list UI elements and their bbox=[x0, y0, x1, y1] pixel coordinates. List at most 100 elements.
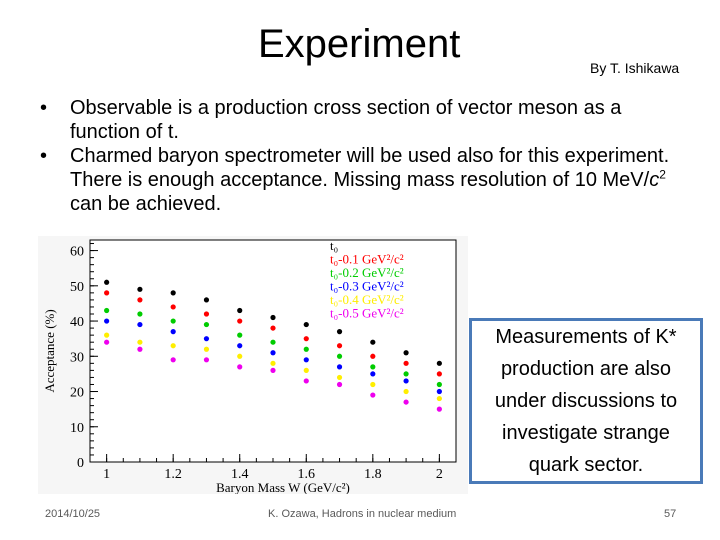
legend-entry: t₀-0.3 GeV²/c² bbox=[330, 279, 404, 294]
data-point bbox=[403, 378, 409, 384]
data-point bbox=[403, 388, 409, 395]
data-point bbox=[436, 360, 442, 366]
data-point bbox=[104, 307, 110, 314]
data-point bbox=[370, 364, 376, 370]
data-point bbox=[403, 350, 409, 356]
y-axis-label: Acceptance (%) bbox=[42, 309, 57, 392]
data-point bbox=[370, 381, 376, 388]
data-point bbox=[270, 350, 276, 356]
data-point bbox=[104, 332, 110, 338]
data-point bbox=[370, 353, 376, 359]
bullet-icon: • bbox=[40, 97, 48, 119]
data-point bbox=[270, 325, 276, 331]
x-tick-label: 1.6 bbox=[298, 467, 316, 482]
x-tick-label: 1.2 bbox=[164, 467, 182, 482]
data-point bbox=[436, 406, 442, 412]
bullet-item: • Charmed baryon spectrometer will be us… bbox=[38, 144, 688, 216]
data-point bbox=[104, 339, 110, 345]
author-byline: By T. Ishikawa bbox=[590, 60, 680, 76]
data-point bbox=[170, 304, 176, 310]
data-point bbox=[303, 346, 309, 352]
data-point bbox=[170, 357, 176, 363]
data-point bbox=[403, 360, 409, 366]
y-tick-label: 50 bbox=[70, 280, 84, 295]
data-point bbox=[303, 357, 309, 363]
data-point bbox=[403, 399, 409, 405]
footer-center: K. Ozawa, Hadrons in nuclear medium bbox=[268, 508, 457, 520]
y-tick-label: 40 bbox=[70, 315, 84, 330]
legend-entry: t₀-0.2 GeV²/c² bbox=[330, 265, 404, 280]
data-point bbox=[170, 290, 176, 296]
bullet-item: • Observable is a production cross secti… bbox=[38, 96, 688, 144]
data-point bbox=[203, 297, 210, 303]
data-point bbox=[336, 374, 343, 381]
data-point bbox=[436, 395, 442, 402]
data-point bbox=[336, 353, 343, 359]
footer-date: 2014/10/25 bbox=[45, 508, 101, 520]
legend-entry: t₀-0.5 GeV²/c² bbox=[330, 306, 404, 321]
data-point bbox=[104, 318, 110, 324]
data-point bbox=[203, 346, 210, 352]
data-point bbox=[137, 321, 143, 328]
data-point bbox=[203, 311, 210, 317]
data-point bbox=[237, 318, 243, 324]
x-axis-label: Baryon Mass W (GeV/c²) bbox=[216, 480, 350, 494]
x-tick-label: 2 bbox=[436, 467, 443, 482]
data-point bbox=[370, 339, 376, 345]
data-point bbox=[237, 307, 243, 314]
x-tick-label: 1.8 bbox=[364, 467, 382, 482]
bullet-text: Observable is a production cross section… bbox=[70, 97, 622, 143]
data-point bbox=[203, 357, 210, 363]
legend-entry: t₀-0.1 GeV²/c² bbox=[330, 252, 404, 267]
y-tick-label: 60 bbox=[70, 245, 84, 260]
bullet-list: • Observable is a production cross secti… bbox=[38, 96, 688, 216]
data-point bbox=[270, 360, 276, 366]
legend-entry: t₀ bbox=[330, 238, 338, 253]
data-point bbox=[137, 346, 143, 352]
legend-entry: t₀-0.4 GeV²/c² bbox=[330, 292, 404, 307]
data-point bbox=[270, 314, 276, 321]
acceptance-chart: 1 1.2 1.4 1.6 1.8 2 0 10 20 30 40 50 60 Baryon Mass W… bbox=[38, 236, 468, 495]
data-point bbox=[137, 339, 143, 345]
data-point bbox=[237, 364, 243, 370]
data-point bbox=[170, 318, 176, 324]
data-point bbox=[137, 297, 143, 303]
data-point bbox=[436, 371, 442, 377]
x-tick-label: 1 bbox=[103, 467, 110, 482]
data-point bbox=[336, 364, 343, 370]
data-point bbox=[237, 332, 243, 338]
data-point bbox=[370, 392, 376, 398]
data-point bbox=[303, 336, 309, 342]
data-point bbox=[303, 378, 309, 384]
data-point bbox=[270, 367, 276, 373]
data-point bbox=[170, 343, 176, 349]
callout-text: Measurements of K* production are also u… bbox=[494, 326, 678, 476]
data-point bbox=[403, 371, 409, 377]
data-point bbox=[336, 381, 343, 388]
slide-title: Experiment bbox=[258, 22, 461, 66]
bullet-text: Charmed baryon spectrometer will be used… bbox=[70, 145, 670, 215]
data-point bbox=[137, 286, 143, 292]
callout-box: Measurements of K* production are also u… bbox=[469, 318, 703, 484]
data-point bbox=[370, 371, 376, 377]
data-point bbox=[104, 279, 110, 285]
data-point bbox=[303, 367, 309, 373]
data-point bbox=[203, 336, 210, 342]
data-point bbox=[237, 353, 243, 359]
y-tick-label: 20 bbox=[70, 386, 84, 401]
data-point bbox=[137, 311, 143, 317]
x-tick-label: 1.4 bbox=[231, 467, 249, 482]
data-point bbox=[436, 388, 442, 395]
data-point bbox=[237, 343, 243, 349]
y-tick-label: 10 bbox=[70, 421, 84, 436]
y-tick-label: 30 bbox=[70, 350, 84, 365]
data-point bbox=[336, 329, 343, 335]
y-tick-label: 0 bbox=[77, 456, 84, 471]
data-point bbox=[104, 290, 110, 296]
data-point bbox=[270, 339, 276, 345]
data-point bbox=[203, 321, 210, 328]
page-number: 57 bbox=[664, 508, 677, 520]
data-point bbox=[303, 321, 309, 328]
data-point bbox=[170, 329, 176, 335]
